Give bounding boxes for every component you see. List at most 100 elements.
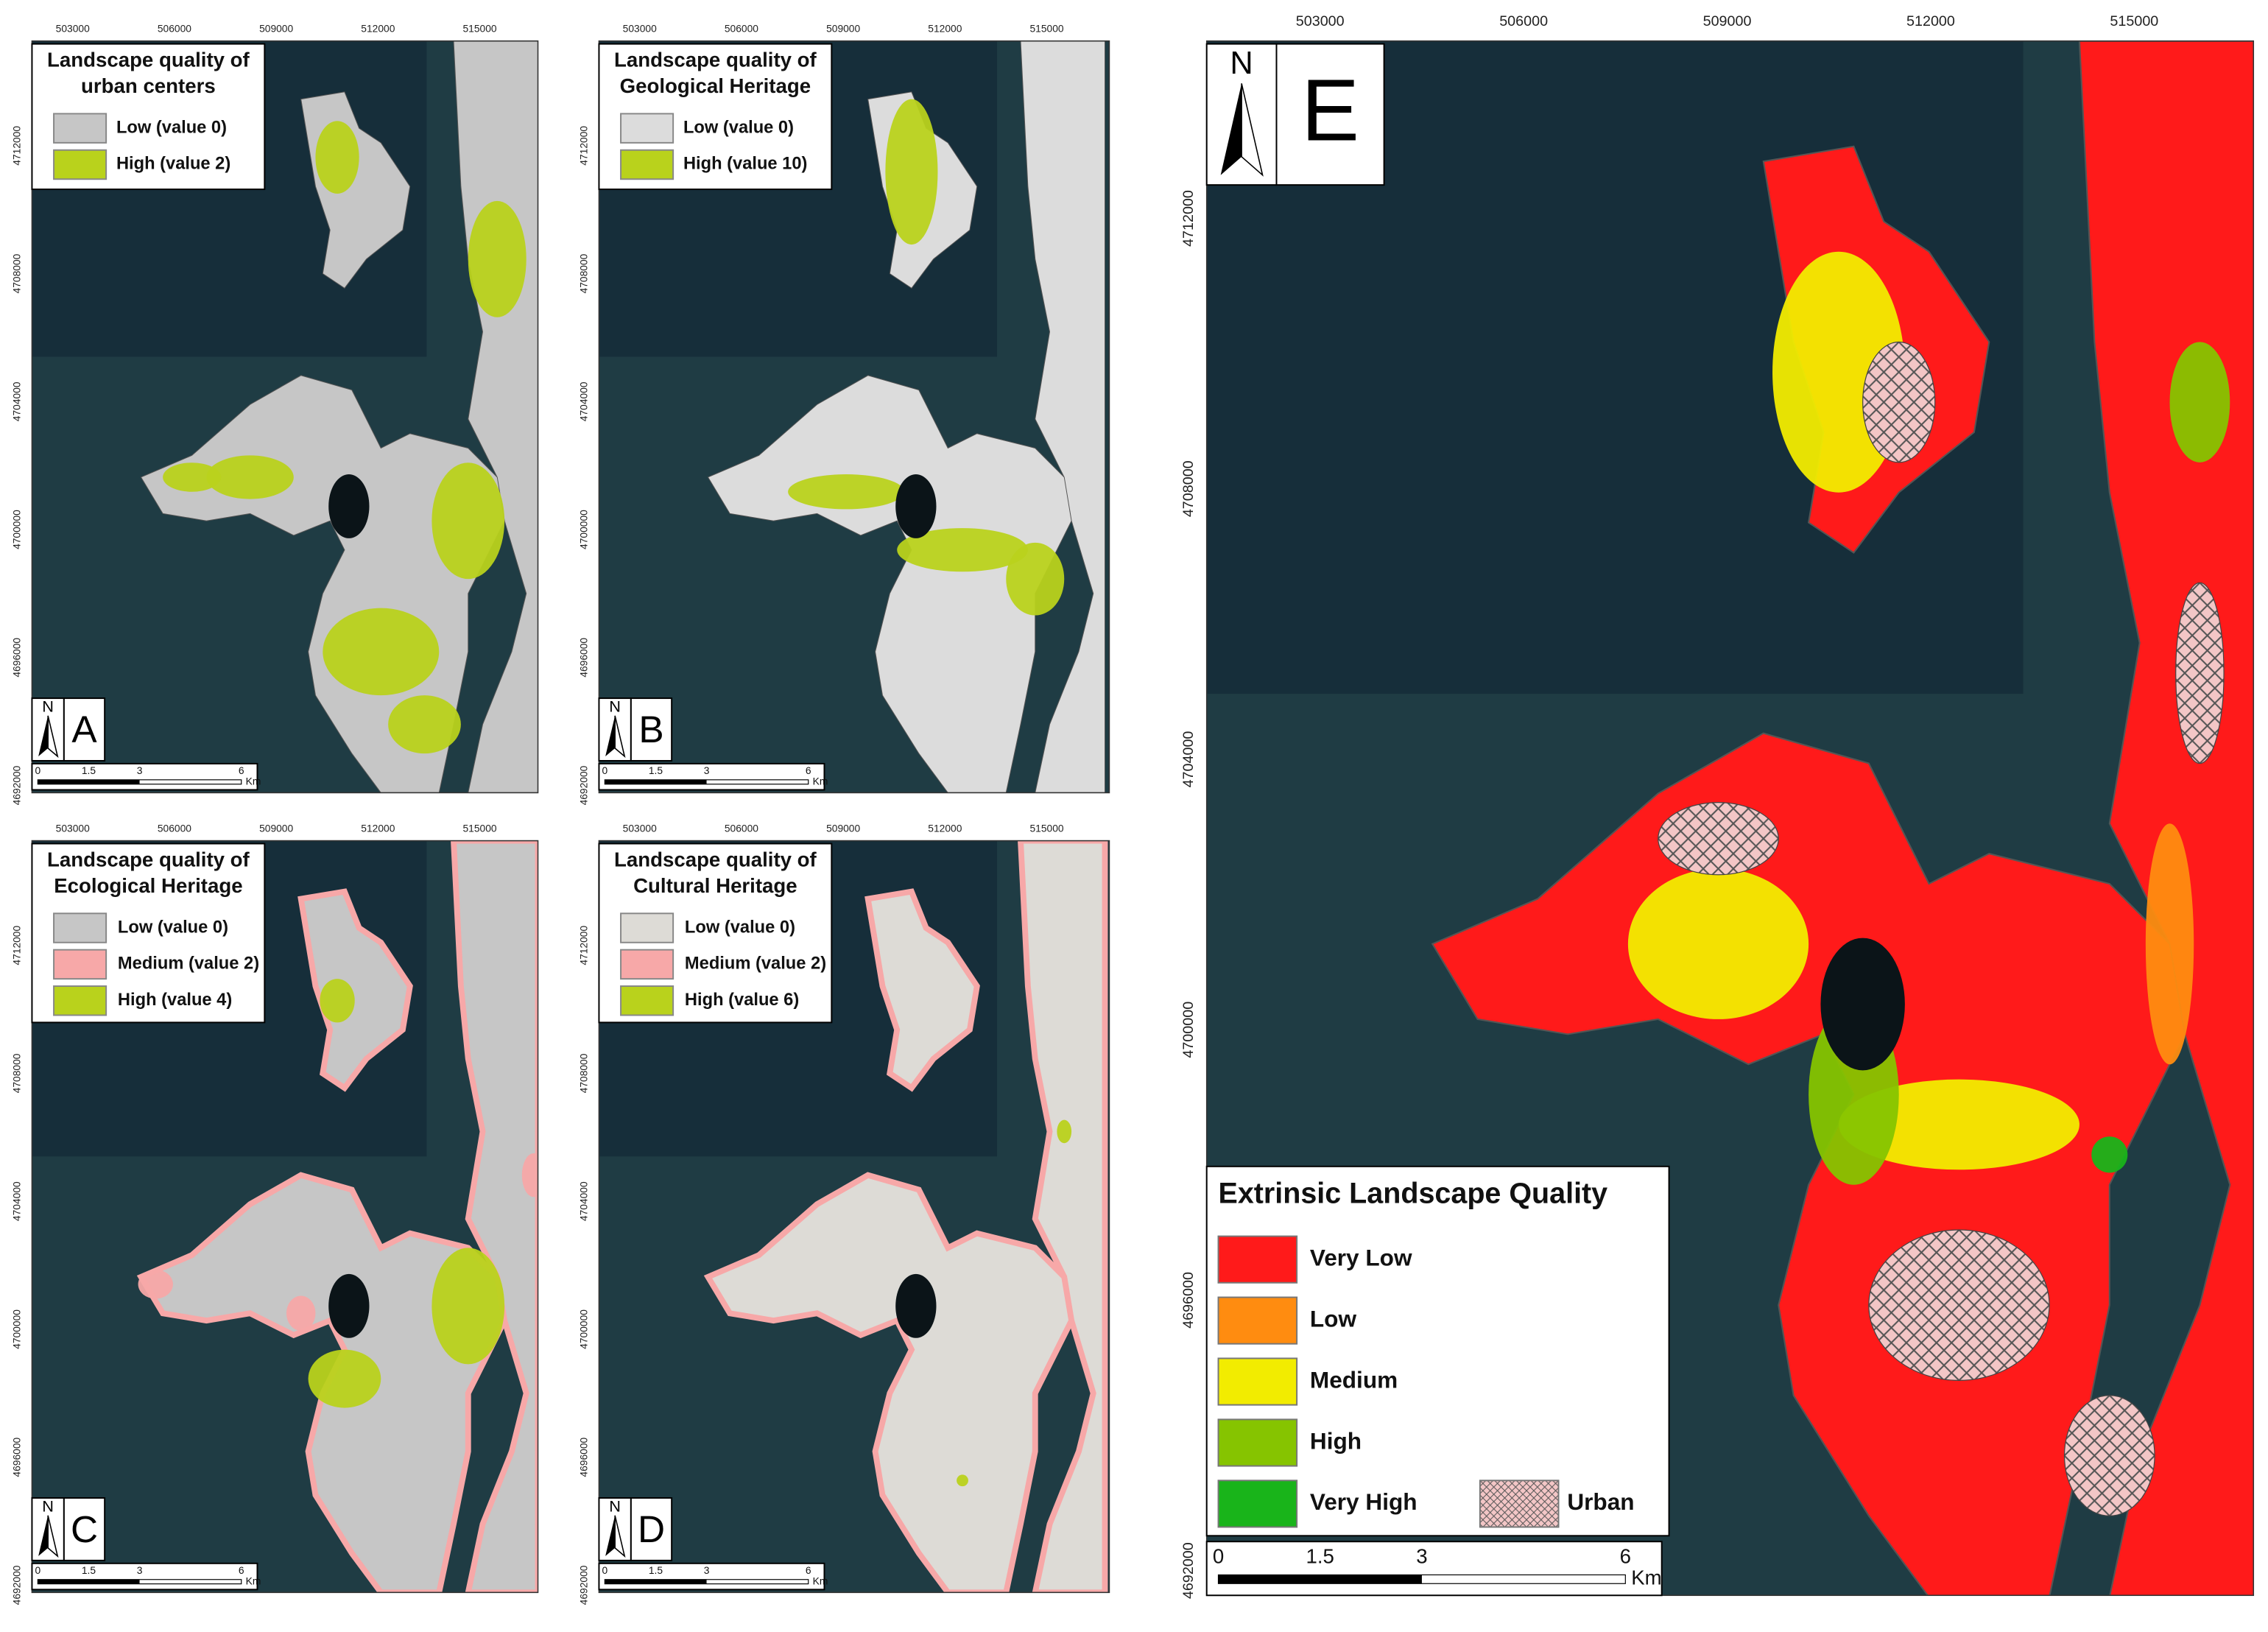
north-label: N [1230, 46, 1253, 81]
frame [31, 40, 539, 794]
x-tick-label: 515000 [1029, 23, 1063, 35]
scale-label: 0 [602, 1564, 608, 1576]
scale-label: Km [246, 775, 261, 787]
scale-label: 3 [704, 1564, 710, 1576]
legend-label: Low (value 0) [683, 118, 794, 137]
legend-title: Extrinsic Landscape Quality [1219, 1178, 1608, 1210]
panel-letter: B [638, 708, 663, 750]
legend-swatch [1479, 1480, 1560, 1528]
y-tick-label: 4696000 [10, 638, 22, 678]
scale-label: 3 [704, 764, 710, 776]
class-area [206, 455, 294, 499]
panel-letter: D [638, 1508, 665, 1550]
legend-title: Landscape quality of [614, 848, 817, 871]
scale-label: 1.5 [649, 1564, 663, 1576]
north-label: N [609, 697, 621, 716]
frame [598, 40, 1110, 794]
north-label: N [609, 1496, 621, 1515]
scale-bar [605, 779, 707, 784]
class-area [521, 1153, 538, 1197]
legend-label: High (value 6) [685, 991, 799, 1010]
y-tick-label: 4704000 [577, 381, 589, 421]
urban-area [1862, 341, 1936, 463]
land [140, 41, 538, 793]
x-tick-label: 515000 [462, 23, 496, 35]
scale-label: 6 [239, 764, 244, 776]
legend-label: Urban [1567, 1488, 1634, 1515]
frame [598, 840, 1110, 1594]
class-area [388, 695, 461, 754]
north-label: N [42, 697, 54, 716]
scale-label: 1.5 [82, 764, 96, 776]
scale-box [1205, 1541, 1663, 1597]
map-panel: 503000 506000 509000 512000 515000 4712000 470… [10, 822, 539, 1605]
map-panel: 503000 506000 509000 512000 515000 4712000 470… [10, 23, 539, 805]
class-area [1057, 1119, 1072, 1144]
class-area [1838, 1079, 2079, 1170]
letter-box [630, 1496, 673, 1561]
north-arrow [1220, 83, 1242, 175]
scale-label: 0 [35, 764, 40, 776]
north-arrow [1241, 83, 1264, 177]
legend-swatch [620, 912, 675, 943]
class-area [1006, 542, 1065, 616]
y-tick-label: 4692000 [577, 1565, 589, 1605]
y-tick-label: 4704000 [1180, 731, 1197, 788]
land [1432, 41, 2254, 1597]
north-arrow [38, 1515, 49, 1556]
y-tick-label: 4704000 [10, 381, 22, 421]
y-tick-label: 4712000 [10, 126, 22, 166]
x-tick-label: 503000 [56, 23, 90, 35]
class-area [432, 462, 505, 580]
class-area [163, 462, 222, 492]
legend-swatch [53, 985, 108, 1016]
legend-swatch [53, 949, 108, 980]
scale-box [31, 1562, 258, 1591]
y-tick-label: 4692000 [10, 1565, 22, 1605]
north-arrow [614, 1515, 626, 1558]
class-area [432, 1248, 505, 1365]
north-arrow [614, 715, 626, 759]
legend-swatch [53, 149, 108, 180]
class-area [320, 979, 355, 1023]
legend-title: urban centers [81, 74, 216, 97]
x-tick-label: 509000 [259, 822, 293, 834]
north-arrow [47, 715, 59, 759]
letter-box [630, 697, 673, 762]
class-area [2169, 342, 2230, 462]
panel-letter: A [71, 708, 97, 750]
urban-area [1868, 1229, 2050, 1381]
x-tick-label: 509000 [259, 23, 293, 35]
scale-label: 6 [806, 1564, 811, 1576]
x-tick-label: 503000 [1296, 13, 1345, 29]
scale-bar [1218, 1575, 1422, 1584]
x-tick-label: 506000 [725, 822, 758, 834]
y-tick-label: 4712000 [1180, 190, 1197, 247]
class-area [286, 1295, 316, 1331]
frame [1205, 40, 2255, 1597]
y-tick-label: 4708000 [10, 1053, 22, 1093]
legend-label: High [1310, 1427, 1362, 1454]
x-tick-label: 509000 [826, 822, 860, 834]
x-tick-label: 512000 [361, 23, 395, 35]
scale-bar [38, 1579, 140, 1584]
x-tick-label: 512000 [361, 822, 395, 834]
letter-box [63, 1496, 106, 1561]
legend-label: Medium [1310, 1366, 1398, 1393]
legend-label: Low (value 0) [116, 118, 227, 137]
class-area [957, 1474, 968, 1487]
y-tick-label: 4696000 [1180, 1272, 1197, 1329]
y-tick-label: 4700000 [10, 1309, 22, 1349]
lake [895, 1273, 937, 1338]
x-tick-label: 503000 [56, 822, 90, 834]
lake [895, 474, 937, 538]
urban-area [1658, 802, 1779, 876]
class-area [1627, 868, 1809, 1019]
y-tick-label: 4692000 [10, 765, 22, 805]
scale-label: Km [813, 775, 828, 787]
scale-box [31, 762, 258, 791]
x-tick-label: 506000 [1499, 13, 1548, 29]
legend-title: Geological Heritage [620, 74, 811, 97]
y-tick-label: 4708000 [577, 1053, 589, 1093]
letter-box [1275, 43, 1385, 186]
